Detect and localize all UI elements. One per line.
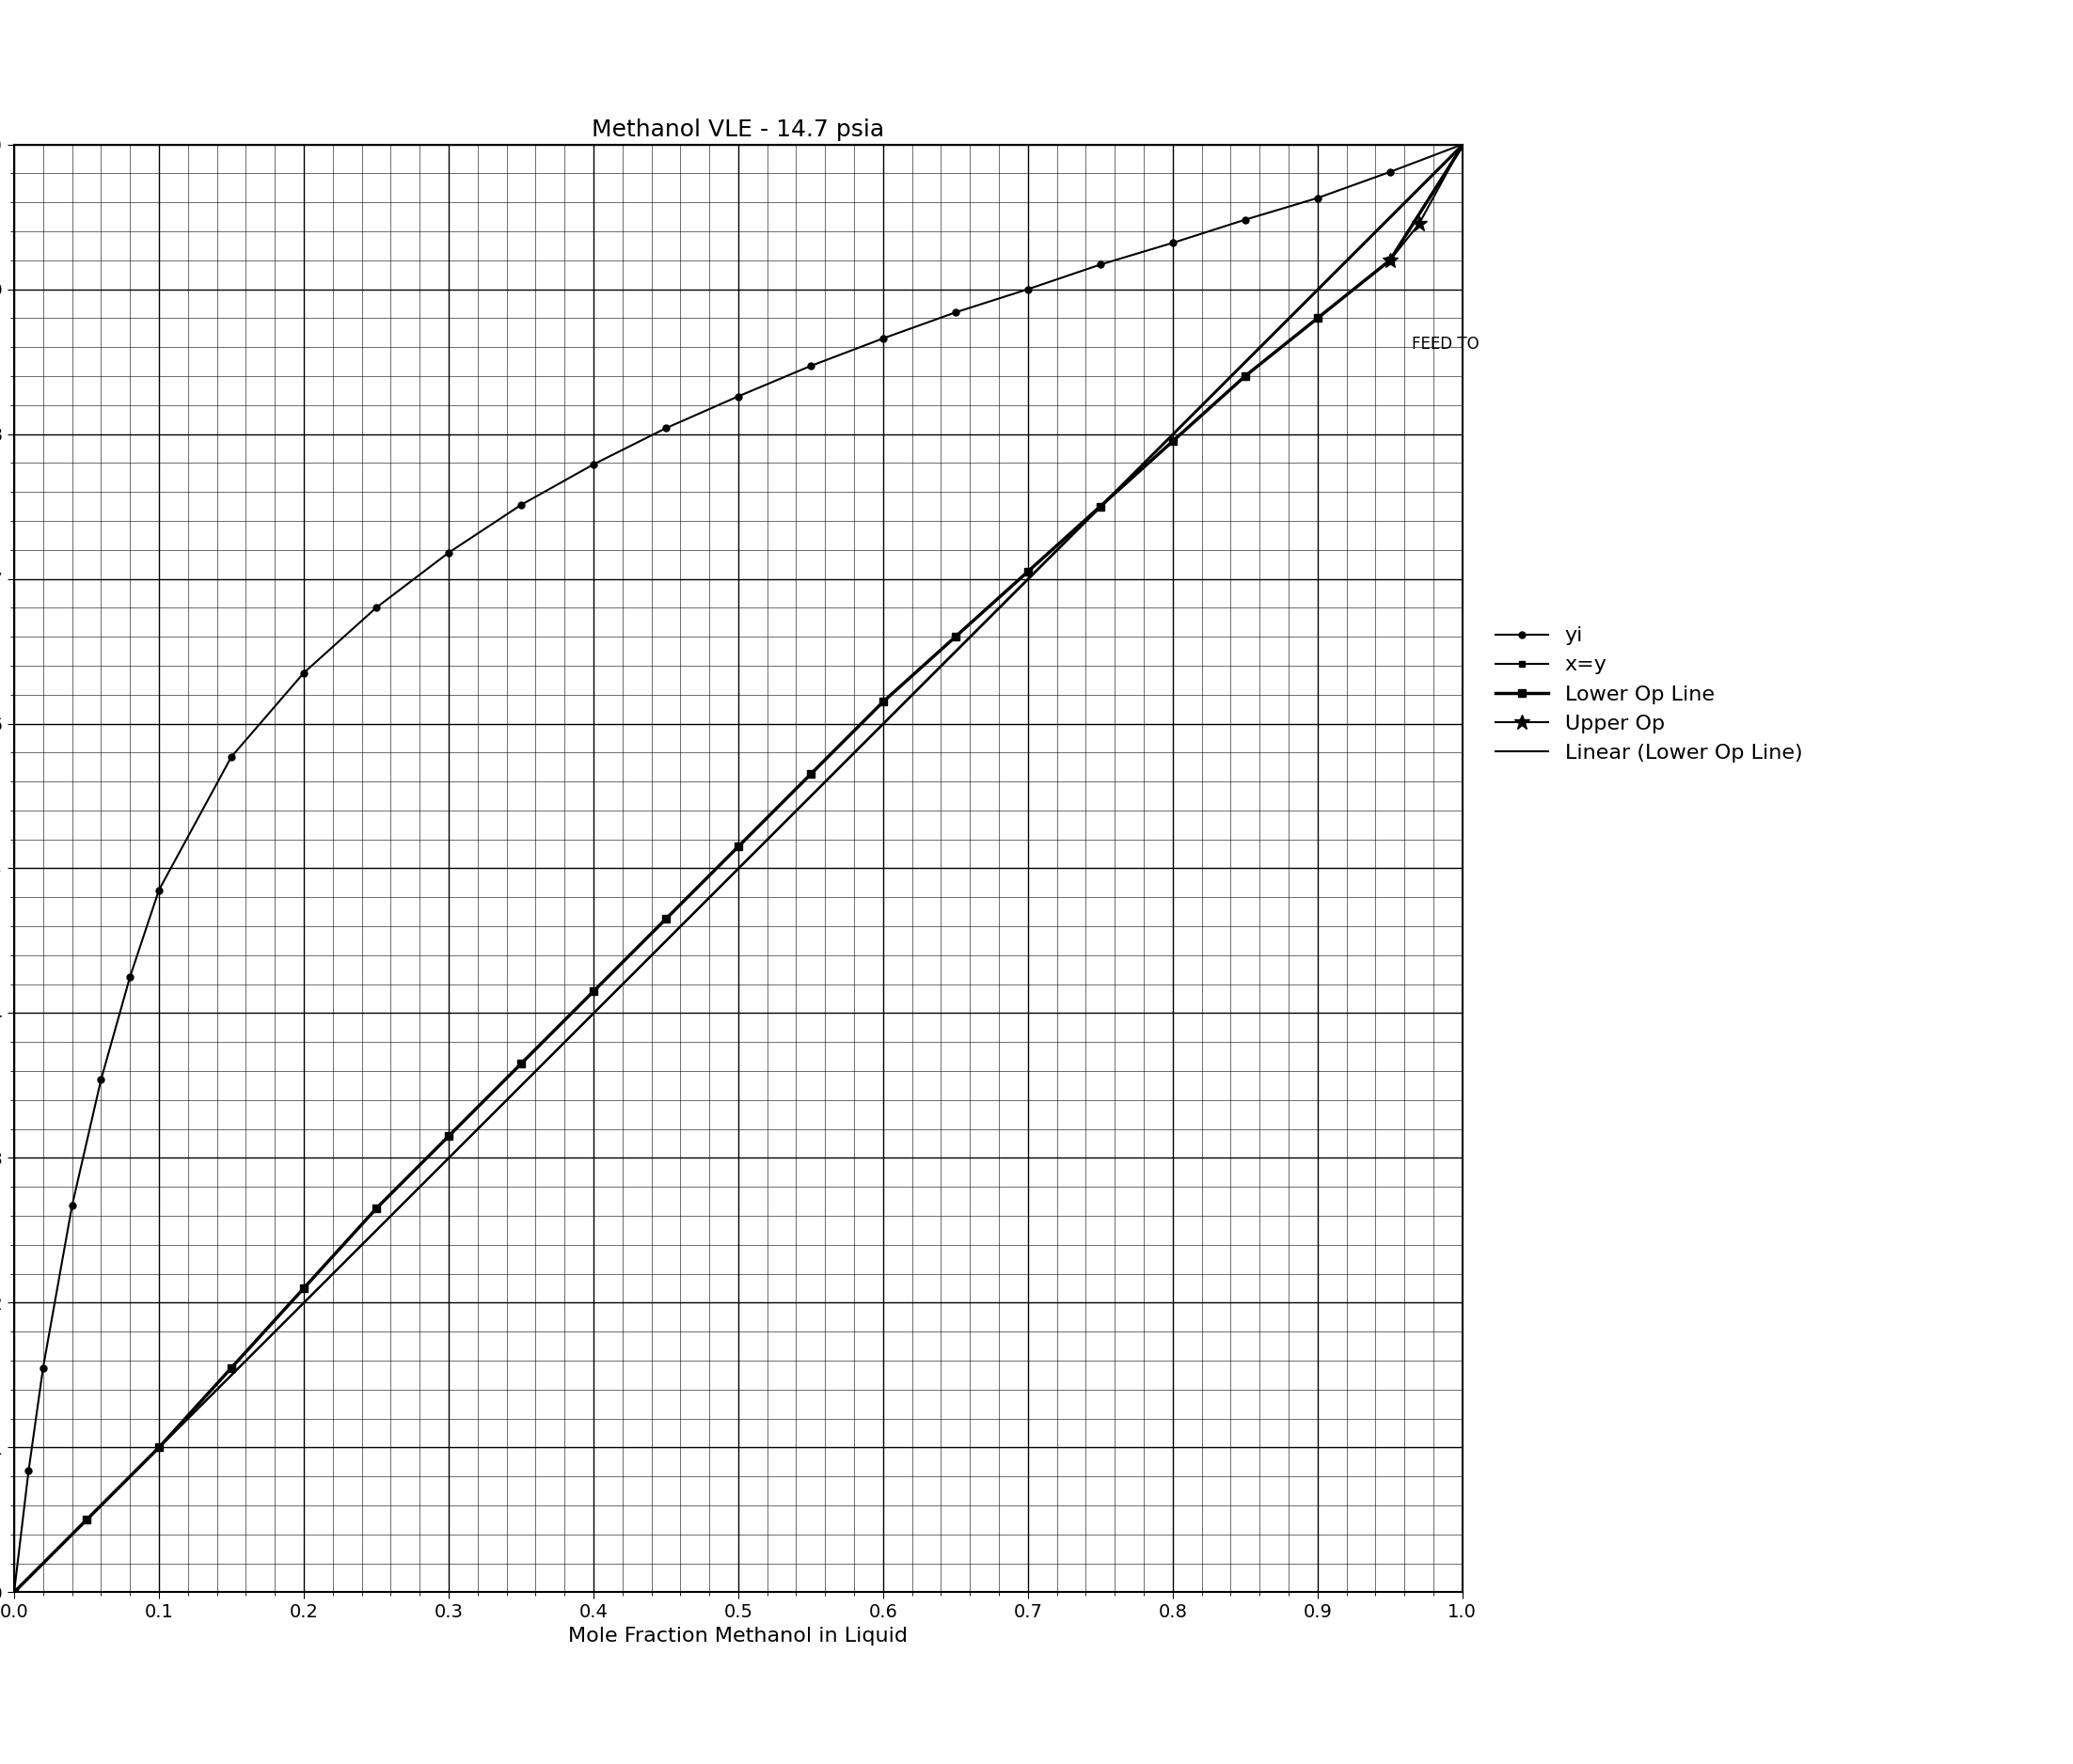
Lower Op Line <box>2 1582 27 1603</box>
yi <box>363 598 388 619</box>
Lower Op Line <box>508 1053 533 1074</box>
yi <box>1233 210 1258 231</box>
yi <box>1088 254 1113 275</box>
Lower Op Line <box>580 981 605 1002</box>
Line: Upper Op: Upper Op <box>1383 136 1470 268</box>
Lower Op Line <box>435 1125 460 1147</box>
Lower Op Line <box>1306 307 1331 328</box>
Legend: yi, x=y, Lower Op Line, Upper Op, Linear (Lower Op Line): yi, x=y, Lower Op Line, Upper Op, Linear… <box>1486 617 1810 771</box>
Lower Op Line <box>1449 136 1474 157</box>
Lower Op Line <box>726 836 750 857</box>
yi <box>118 967 143 988</box>
yi <box>2 1582 27 1603</box>
yi <box>871 328 896 349</box>
Line: yi: yi <box>10 141 1466 1596</box>
yi <box>1379 161 1403 182</box>
Lower Op Line <box>1161 430 1186 452</box>
yi <box>1449 134 1474 155</box>
Upper Op <box>1379 250 1403 272</box>
yi <box>292 662 317 683</box>
yi <box>220 746 245 767</box>
yi <box>798 355 823 376</box>
Lower Op Line <box>871 691 896 713</box>
yi <box>1016 279 1041 300</box>
Lower Op Line <box>1233 365 1258 386</box>
yi <box>580 453 605 475</box>
Text: FEED TO: FEED TO <box>1412 335 1478 353</box>
Lower Op Line <box>943 626 968 647</box>
yi <box>653 418 678 439</box>
Lower Op Line <box>292 1277 317 1298</box>
yi <box>435 542 460 563</box>
yi <box>89 1069 114 1090</box>
Lower Op Line <box>798 764 823 785</box>
yi <box>508 494 533 515</box>
Lower Op Line <box>363 1198 388 1219</box>
Upper Op <box>1449 134 1474 155</box>
yi <box>17 1461 41 1482</box>
X-axis label: Mole Fraction Methanol in Liquid: Mole Fraction Methanol in Liquid <box>568 1626 908 1646</box>
yi <box>147 880 172 901</box>
yi <box>1161 233 1186 254</box>
Upper Op <box>1405 213 1430 235</box>
Lower Op Line <box>1379 250 1403 272</box>
Lower Op Line <box>1088 496 1113 517</box>
Lower Op Line <box>147 1438 172 1459</box>
Line: Lower Op Line: Lower Op Line <box>10 141 1466 1596</box>
Lower Op Line <box>1016 561 1041 582</box>
yi <box>1306 187 1331 208</box>
Lower Op Line <box>653 908 678 930</box>
yi <box>726 386 750 407</box>
yi <box>60 1196 85 1217</box>
Lower Op Line <box>75 1510 100 1531</box>
yi <box>31 1357 56 1378</box>
Title: Methanol VLE - 14.7 psia: Methanol VLE - 14.7 psia <box>593 118 885 141</box>
yi <box>943 302 968 323</box>
Lower Op Line <box>220 1357 245 1378</box>
